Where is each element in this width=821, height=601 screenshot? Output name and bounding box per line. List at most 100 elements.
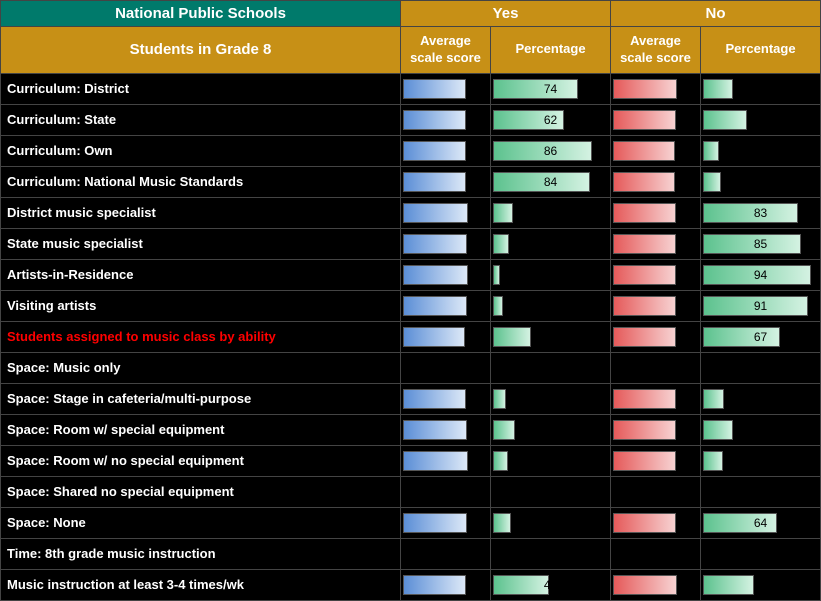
table-row: Artists-in-Residence 6 94 [1, 259, 821, 290]
bar-cell [611, 290, 701, 321]
table-row: Space: Room w/ special equipment1926 [1, 414, 821, 445]
bar-cell [611, 507, 701, 538]
row-label: Visiting artists [1, 290, 401, 321]
row-label: Space: Stage in cafeteria/multi-purpose [1, 383, 401, 414]
bar-cell [401, 445, 491, 476]
bar-cell: 62 [491, 104, 611, 135]
bar-cell: 19 [491, 414, 611, 445]
bar-cell: 44 [701, 569, 821, 600]
table-row: Space: Stage in cafeteria/multi-purpose 1… [1, 383, 821, 414]
table-row: Space: Music only [1, 352, 821, 383]
empty-cell [401, 352, 491, 383]
header-grade: Students in Grade 8 [1, 27, 401, 74]
row-label: Artists-in-Residence [1, 259, 401, 290]
row-label: State music specialist [1, 228, 401, 259]
row-label: Space: None [1, 507, 401, 538]
bar-cell: 14 [491, 228, 611, 259]
bar-cell: 86 [491, 135, 611, 166]
bar-cell: 6 [491, 259, 611, 290]
bar-cell: 64 [701, 507, 821, 538]
bar-cell [611, 73, 701, 104]
table-row: Visiting artists 9 91 [1, 290, 821, 321]
header-school: National Public Schools [1, 1, 401, 27]
bar-cell: 67 [701, 321, 821, 352]
table-row: Students assigned to music class by abil… [1, 321, 821, 352]
table-row: Space: None 16 64 [1, 507, 821, 538]
table-row: Space: Shared no special equipment [1, 476, 821, 507]
header-yes-avg: Average scale score [401, 27, 491, 74]
bar-cell: 49 [491, 569, 611, 600]
bar-cell: 9 [491, 290, 611, 321]
bar-cell: 17 [701, 445, 821, 476]
row-label: Curriculum: State [1, 104, 401, 135]
row-label: Space: Room w/ no special equipment [1, 445, 401, 476]
row-label: Space: Shared no special equipment [1, 476, 401, 507]
data-table: National Public Schools Yes No Students … [0, 0, 821, 601]
empty-cell [701, 352, 821, 383]
row-label: Students assigned to music class by abil… [1, 321, 401, 352]
bar-cell: 16 [701, 166, 821, 197]
row-label: Curriculum: National Music Standards [1, 166, 401, 197]
bar-cell: 11 [491, 383, 611, 414]
empty-cell [491, 352, 611, 383]
bar-cell [611, 414, 701, 445]
bar-cell: 16 [491, 507, 611, 538]
row-label: Curriculum: Own [1, 135, 401, 166]
row-label: Space: Music only [1, 352, 401, 383]
header-yes-pct: Percentage [491, 27, 611, 74]
bar-cell [401, 135, 491, 166]
bar-cell: 84 [491, 166, 611, 197]
table-row: Music instruction at least 3-4 times/wk 4… [1, 569, 821, 600]
empty-cell [401, 538, 491, 569]
row-label: District music specialist [1, 197, 401, 228]
bar-cell [611, 569, 701, 600]
bar-cell: 85 [701, 228, 821, 259]
bar-cell [611, 259, 701, 290]
empty-cell [611, 538, 701, 569]
bar-cell: 14 [701, 135, 821, 166]
bar-cell: 18 [701, 383, 821, 414]
bar-cell: 91 [701, 290, 821, 321]
bar-cell [401, 290, 491, 321]
bar-cell: 74 [491, 73, 611, 104]
bar-cell [401, 166, 491, 197]
empty-cell [611, 476, 701, 507]
bar-cell [401, 228, 491, 259]
empty-cell [401, 476, 491, 507]
bar-cell [611, 197, 701, 228]
header-no-avg: Average scale score [611, 27, 701, 74]
row-label: Time: 8th grade music instruction [1, 538, 401, 569]
table-row: Curriculum: National Music Standards 84 16 [1, 166, 821, 197]
bar-cell [611, 228, 701, 259]
empty-cell [701, 538, 821, 569]
empty-cell [491, 476, 611, 507]
bar-cell [611, 104, 701, 135]
bar-cell: 26 [701, 73, 821, 104]
row-label: Curriculum: District [1, 73, 401, 104]
table-row: Curriculum: District 74 26 [1, 73, 821, 104]
header-no: No [611, 1, 821, 27]
header-no-pct: Percentage [701, 27, 821, 74]
bar-cell [611, 445, 701, 476]
bar-cell [611, 135, 701, 166]
bar-cell: 94 [701, 259, 821, 290]
row-label: Music instruction at least 3-4 times/wk [1, 569, 401, 600]
empty-cell [701, 476, 821, 507]
table-row: State music specialist 14 85 [1, 228, 821, 259]
bar-cell: 17 [491, 197, 611, 228]
bar-cell [401, 104, 491, 135]
empty-cell [611, 352, 701, 383]
table-row: Curriculum: Own 86 14 [1, 135, 821, 166]
bar-cell [611, 321, 701, 352]
bar-cell [401, 383, 491, 414]
bar-cell [401, 73, 491, 104]
bar-cell [401, 507, 491, 538]
header-yes: Yes [401, 1, 611, 27]
bar-cell [611, 383, 701, 414]
bar-cell [401, 197, 491, 228]
table-row: Curriculum: State 62 38 [1, 104, 821, 135]
bar-cell: 83 [701, 197, 821, 228]
table-row: District music specialist 17 83 [1, 197, 821, 228]
bar-cell: 38 [701, 104, 821, 135]
bar-cell [401, 569, 491, 600]
